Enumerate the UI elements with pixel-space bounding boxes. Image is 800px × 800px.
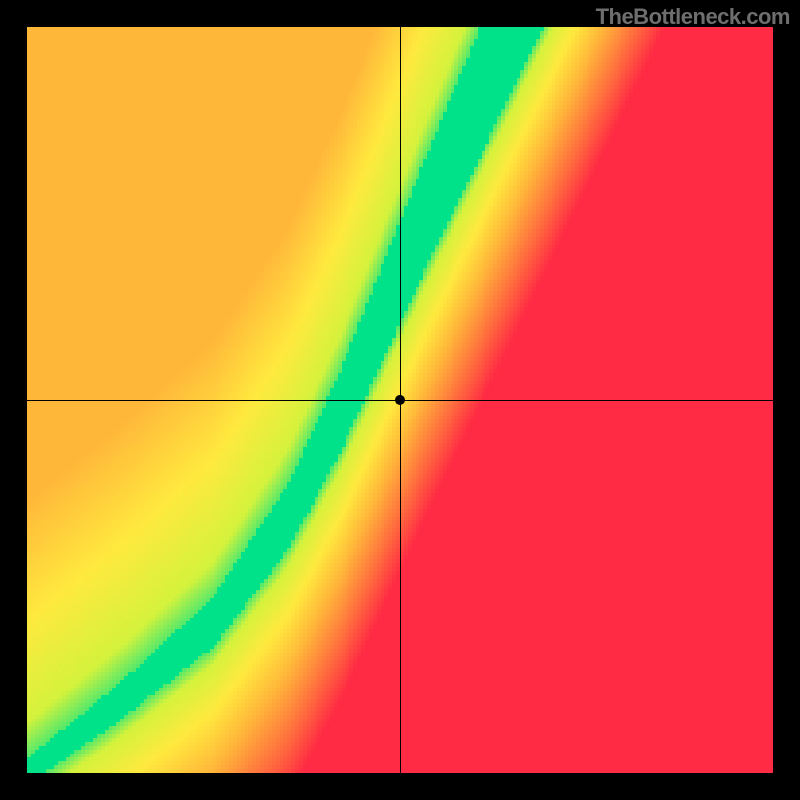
watermark-label: TheBottleneck.com xyxy=(596,4,790,30)
heatmap-canvas-wrap xyxy=(0,0,800,800)
chart-container: TheBottleneck.com xyxy=(0,0,800,800)
heatmap-canvas xyxy=(0,0,800,800)
